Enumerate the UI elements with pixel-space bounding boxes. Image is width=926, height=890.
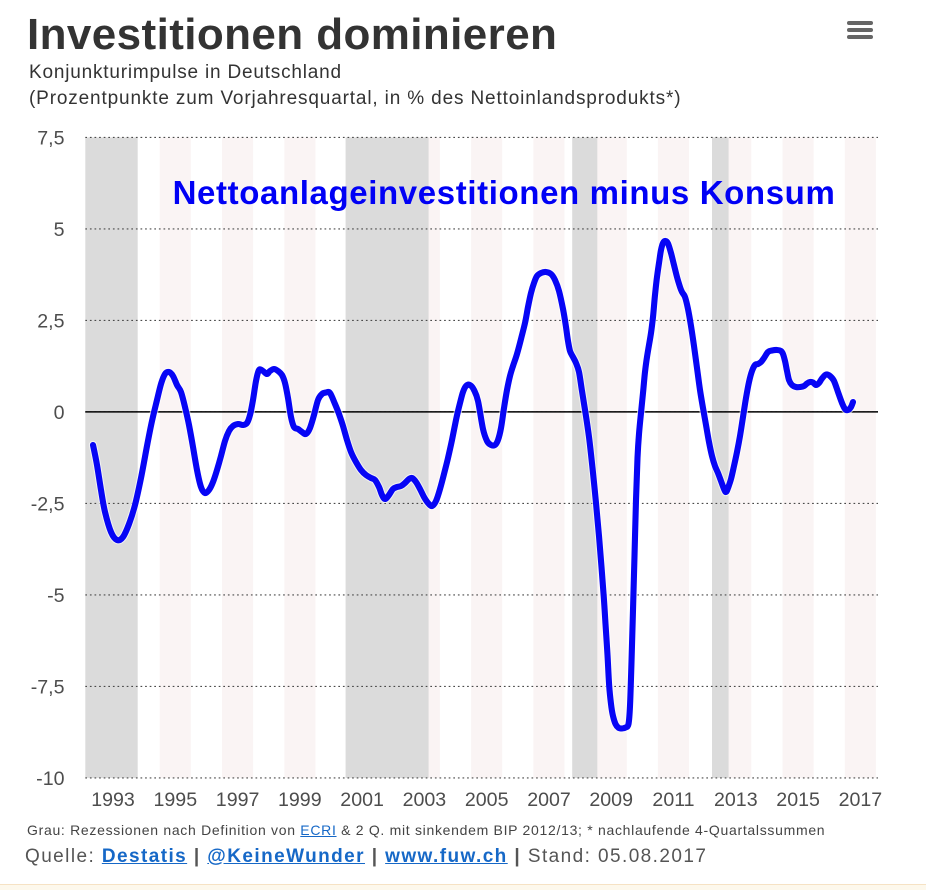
svg-text:-2,5: -2,5	[31, 493, 65, 515]
svg-text:-10: -10	[36, 768, 64, 790]
svg-text:2003: 2003	[403, 789, 447, 811]
svg-text:2009: 2009	[589, 789, 633, 811]
svg-text:2011: 2011	[652, 789, 694, 811]
svg-text:5: 5	[54, 219, 65, 241]
svg-text:1995: 1995	[154, 789, 198, 811]
svg-text:2017: 2017	[839, 789, 883, 811]
svg-text:2015: 2015	[776, 789, 820, 811]
svg-text:2,5: 2,5	[37, 310, 64, 332]
svg-text:-7,5: -7,5	[31, 676, 65, 698]
svg-text:2013: 2013	[714, 789, 758, 811]
svg-text:-5: -5	[47, 585, 65, 607]
svg-text:0: 0	[54, 402, 65, 424]
svg-text:2001: 2001	[340, 789, 384, 811]
svg-text:1999: 1999	[278, 789, 322, 811]
svg-text:1993: 1993	[91, 789, 135, 811]
svg-text:2005: 2005	[465, 789, 509, 811]
svg-text:Nettoanlageinvestitionen minus: Nettoanlageinvestitionen minus Konsum	[173, 174, 836, 211]
svg-text:7,5: 7,5	[37, 127, 64, 149]
svg-text:2007: 2007	[527, 789, 571, 811]
svg-text:1997: 1997	[216, 789, 260, 811]
